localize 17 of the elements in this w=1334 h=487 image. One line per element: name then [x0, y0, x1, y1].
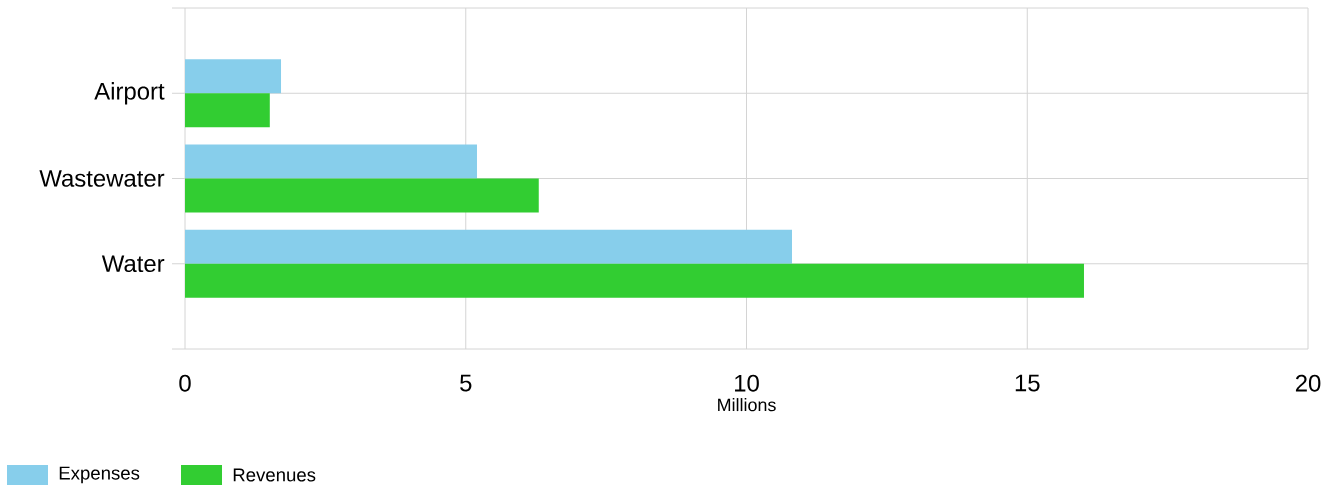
- x-tick-label: 0: [179, 374, 191, 392]
- y-tick-label: Airport: [94, 82, 165, 105]
- x-tick-label: 5: [460, 374, 472, 392]
- x-axis-title: Millions: [718, 398, 776, 412]
- bar: [185, 59, 282, 94]
- y-tick-label: Water: [101, 255, 165, 273]
- bar: [185, 93, 270, 128]
- x-tick-label: 15: [1015, 374, 1040, 392]
- legend-label: Expenses: [59, 466, 140, 484]
- bar: [185, 178, 539, 213]
- x-tick-label: 10: [735, 374, 759, 392]
- bar: [185, 229, 792, 264]
- x-tick-label: 20: [1295, 374, 1321, 392]
- bar: [185, 144, 477, 179]
- y-tick-label: Wastewater: [39, 170, 165, 187]
- bar: [185, 263, 1084, 298]
- legend-label: Revenues: [233, 468, 316, 482]
